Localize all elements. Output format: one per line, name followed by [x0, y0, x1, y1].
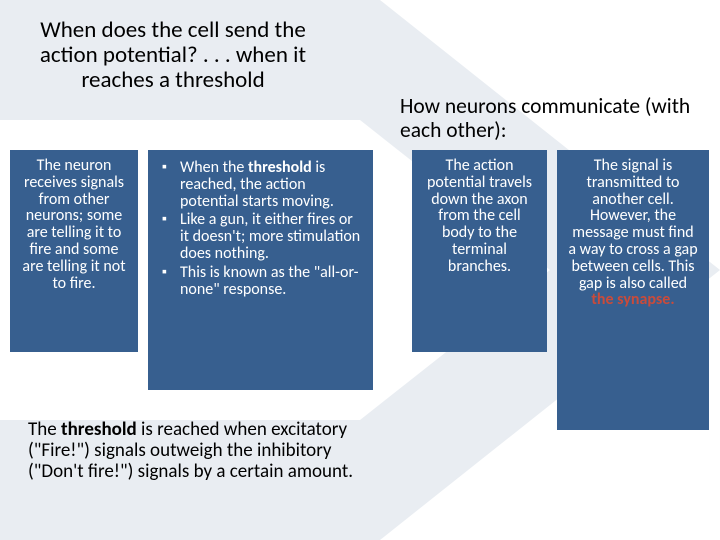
- box-threshold-bullets: When the threshold is reached, the actio…: [148, 150, 373, 390]
- box-action-potential: The action potential travels down the ax…: [412, 150, 547, 352]
- title-left: When does the cell send the action poten…: [28, 18, 318, 92]
- slide-content: When does the cell send the action poten…: [0, 0, 720, 540]
- bottom-threshold-text: The threshold is reached when excitatory…: [28, 420, 383, 483]
- bullet-3: This is known as the "all-or-none" respo…: [180, 265, 361, 299]
- box-neuron-receives: The neuron receives signals from other n…: [10, 150, 138, 352]
- bullet-2: Like a gun, it either fires or it doesn'…: [180, 212, 361, 262]
- bullet-1: When the threshold is reached, the actio…: [180, 160, 361, 210]
- box-synapse: The signal is transmitted to another cel…: [557, 150, 709, 430]
- title-right: How neurons communicate (with each other…: [400, 95, 700, 142]
